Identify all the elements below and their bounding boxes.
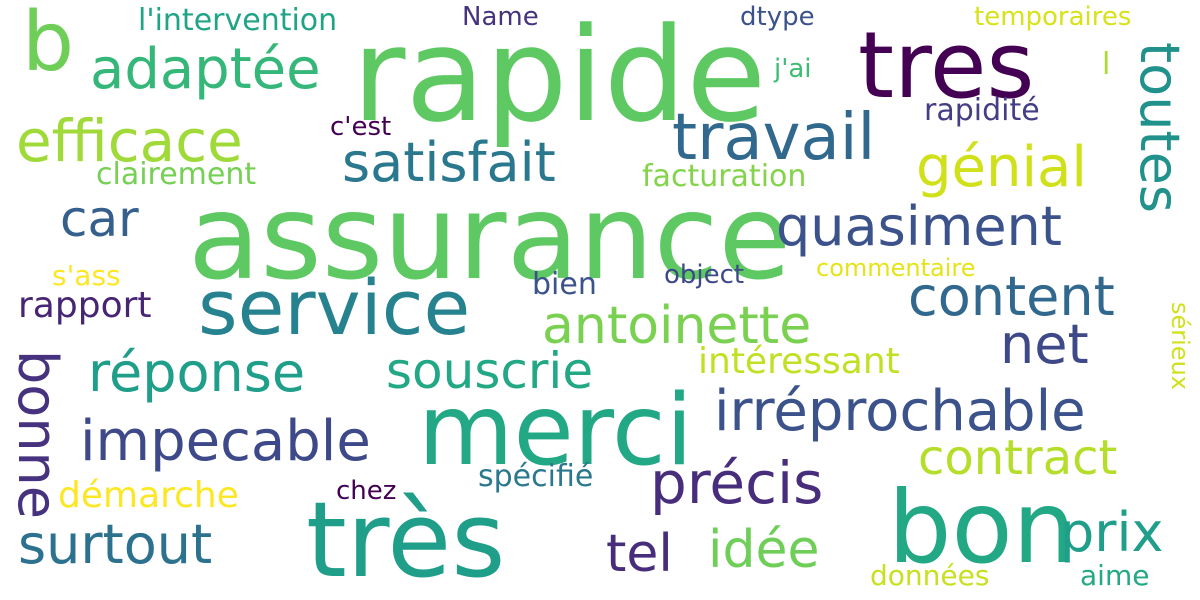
word-net: net [1000, 313, 1089, 376]
word-sass: s'ass [52, 259, 121, 292]
word-souscrie: souscrie [386, 342, 594, 400]
word-donnees: données [870, 559, 990, 592]
word-bien: bien [532, 267, 597, 302]
word-idee: idée [708, 520, 820, 580]
word-jai: j'ai [774, 54, 812, 84]
word-impecable: impecable [80, 409, 371, 474]
word-contract: contract [918, 430, 1118, 486]
word-toutes: toutes [1128, 42, 1191, 213]
word-serieux: sérieux [1166, 302, 1194, 390]
word-chez: chez [336, 476, 397, 506]
word-service: service [198, 263, 471, 352]
word-rapidite: rapidité [924, 93, 1040, 128]
word-precis: précis [650, 449, 824, 517]
word-b: b [22, 0, 75, 90]
word-travail: travail [672, 101, 876, 175]
word-assurance: assurance [188, 168, 792, 306]
word-rapport: rapport [18, 285, 152, 326]
word-interessant: intéressant [698, 341, 900, 382]
word-demarche: démarche [58, 475, 239, 516]
word-prix: prix [1060, 501, 1164, 564]
word-efficace: efficace [16, 107, 243, 175]
word-temporaires: temporaires [974, 2, 1132, 32]
word-lintervention: l'intervention [138, 3, 338, 38]
word-commentaire: commentaire [816, 254, 976, 282]
word-rapide: rapide [352, 0, 767, 151]
word-cest: c'est [330, 112, 392, 142]
word-tel: tel [606, 524, 673, 584]
word-adaptee: adaptée [90, 37, 321, 102]
word-tres: tres [858, 12, 1035, 119]
word-name: Name [462, 2, 539, 32]
word-dtype: dtype [740, 2, 815, 32]
word-irreprochable: irréprochable [714, 379, 1086, 444]
word-surtout: surtout [18, 513, 213, 576]
word-content: content [908, 265, 1115, 328]
word-genial: génial [916, 135, 1087, 200]
word-merci: merci [418, 374, 694, 488]
word-bonne: bonne [6, 350, 69, 519]
word-bon: bon [888, 469, 1077, 586]
word-l: l [1102, 47, 1111, 82]
word-antoinette: antoinette [542, 296, 812, 356]
word-satisfait: satisfait [342, 131, 556, 194]
word-clairement: clairement [96, 157, 257, 192]
word-car: car [60, 190, 139, 248]
word-reponse: réponse [88, 341, 306, 404]
word-facturation: facturation [642, 159, 807, 194]
word-specifie: spécifié [478, 459, 594, 494]
word-object: object [664, 260, 745, 290]
word-aime: aime [1080, 559, 1150, 592]
word-quasiment: quasiment [776, 195, 1062, 258]
word-tres-accent: très [306, 479, 506, 600]
